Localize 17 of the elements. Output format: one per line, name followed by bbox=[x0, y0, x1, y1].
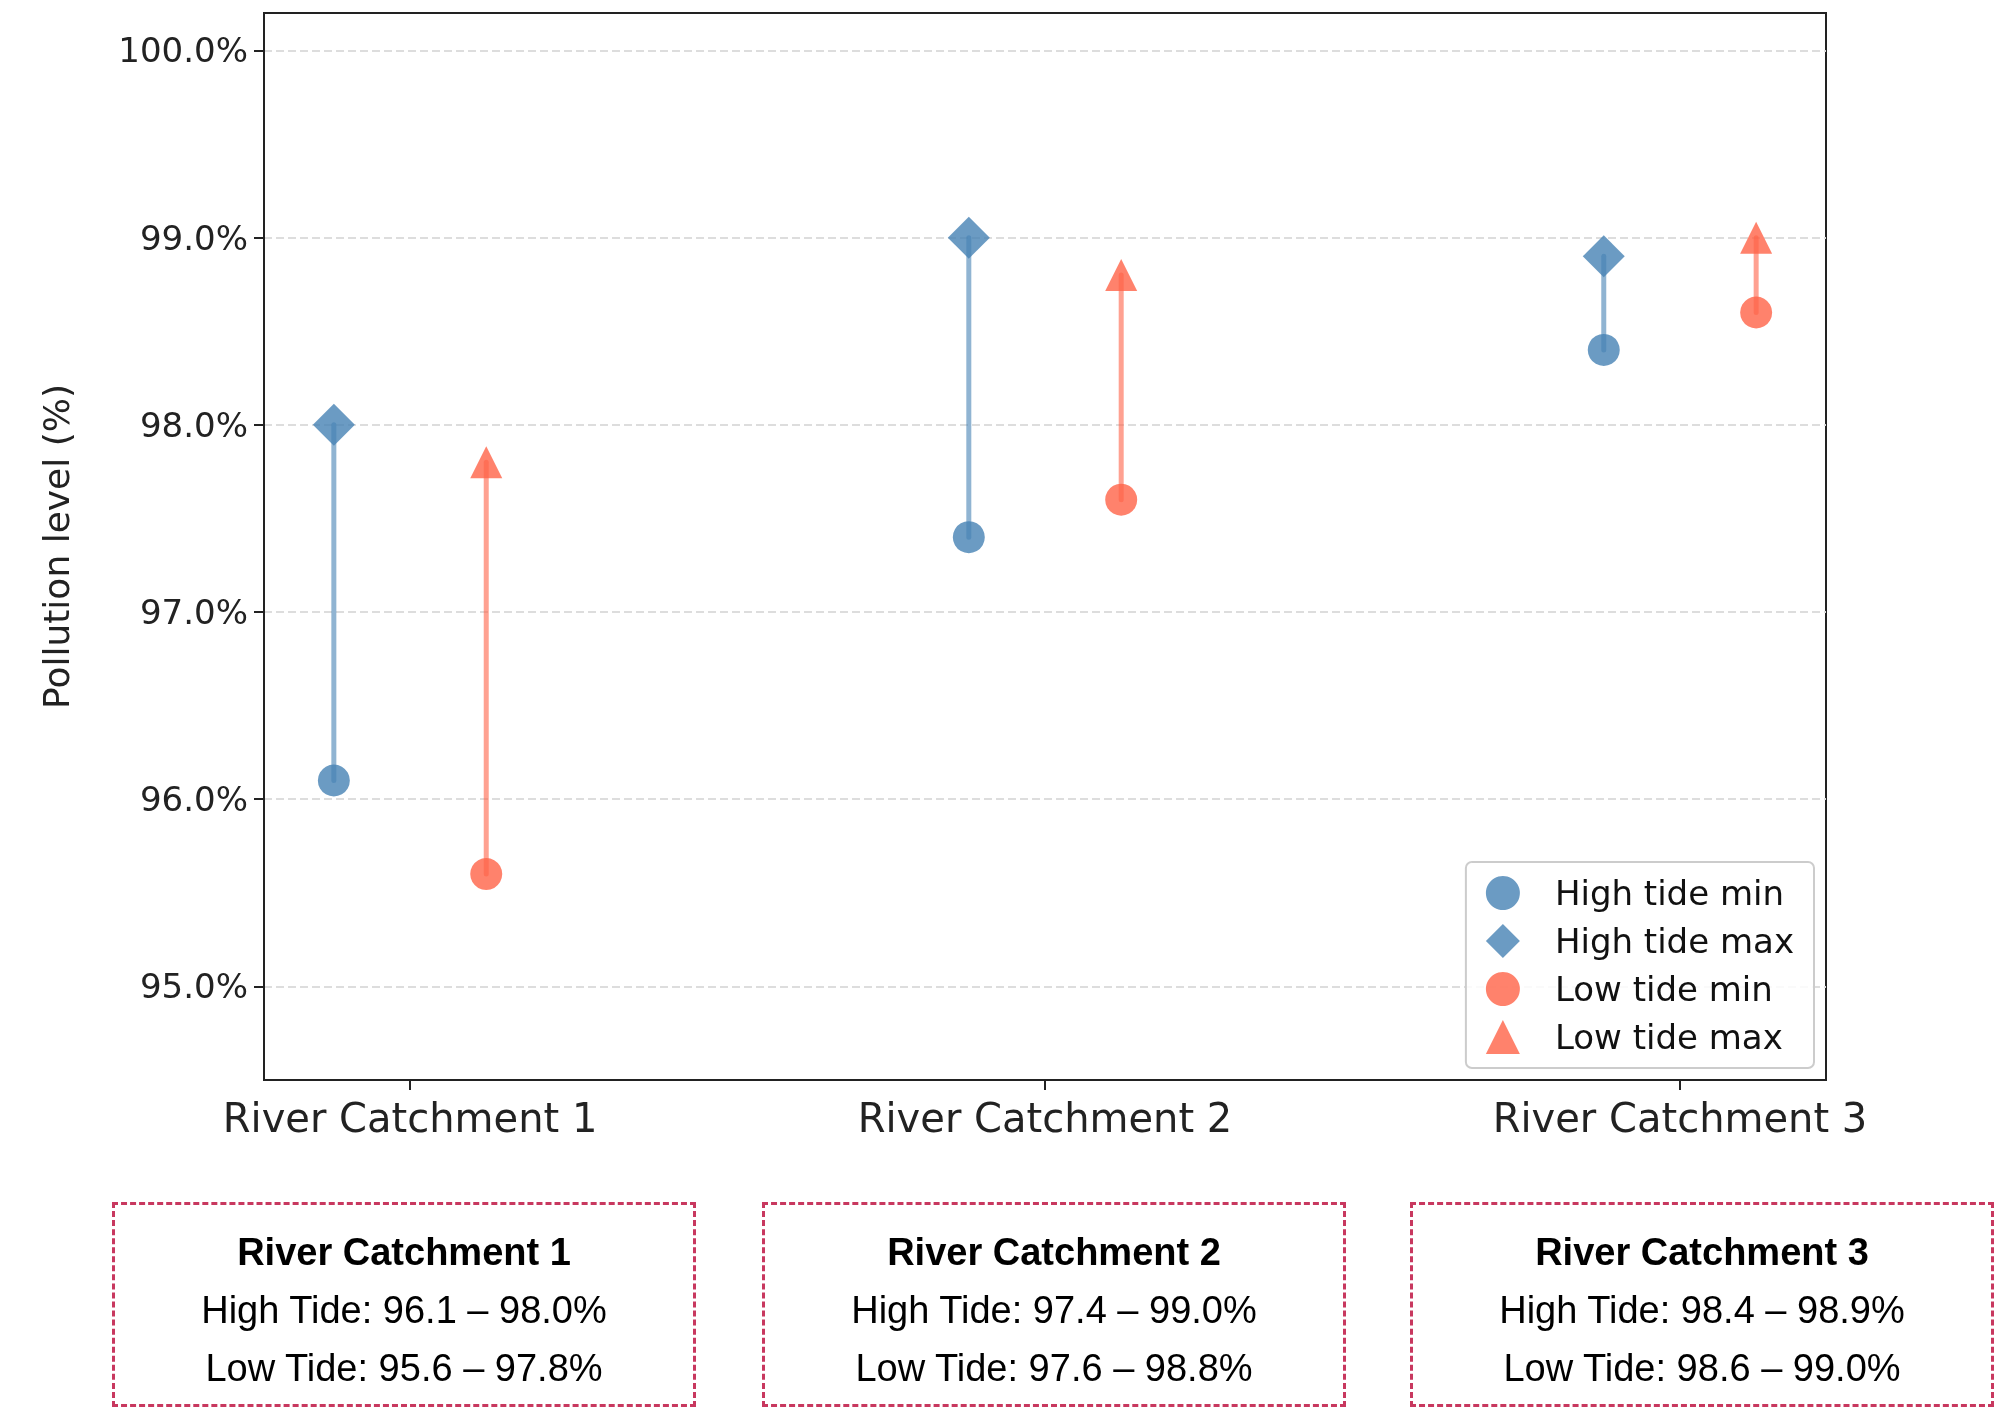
y-tick-label: 96.0% bbox=[139, 779, 248, 820]
y-tick-label: 97.0% bbox=[139, 592, 248, 633]
legend-label: High tide max bbox=[1554, 921, 1795, 961]
text: River Catchment 2 High Tide: 97.4 – 99.0% Low Tide: 97.6 – 98.8% bbox=[850, 1230, 1258, 1391]
x-tick-label: River Catchment 1 bbox=[222, 1095, 598, 1141]
y-tick-label: 95.0% bbox=[139, 966, 248, 1007]
y-tick-label: 100.0% bbox=[118, 30, 248, 71]
y-tick-label: 98.0% bbox=[139, 404, 248, 445]
legend-label: High tide min bbox=[1554, 873, 1785, 913]
legend-label: Low tide max bbox=[1554, 1017, 1783, 1057]
legend-label: Low tide min bbox=[1554, 969, 1773, 1009]
text: River Catchment 1 High Tide: 96.1 – 98.0% Low Tide: 95.6 – 97.8% bbox=[200, 1230, 608, 1391]
y-axis-title: Pollution level (%) bbox=[35, 383, 77, 710]
x-tick-label: River Catchment 2 bbox=[857, 1095, 1233, 1141]
text: River Catchment 3 High Tide: 98.4 – 98.9% Low Tide: 98.6 – 99.0% bbox=[1498, 1230, 1906, 1391]
x-tick-label: River Catchment 3 bbox=[1492, 1095, 1868, 1141]
y-tick-label: 99.0% bbox=[139, 217, 248, 258]
